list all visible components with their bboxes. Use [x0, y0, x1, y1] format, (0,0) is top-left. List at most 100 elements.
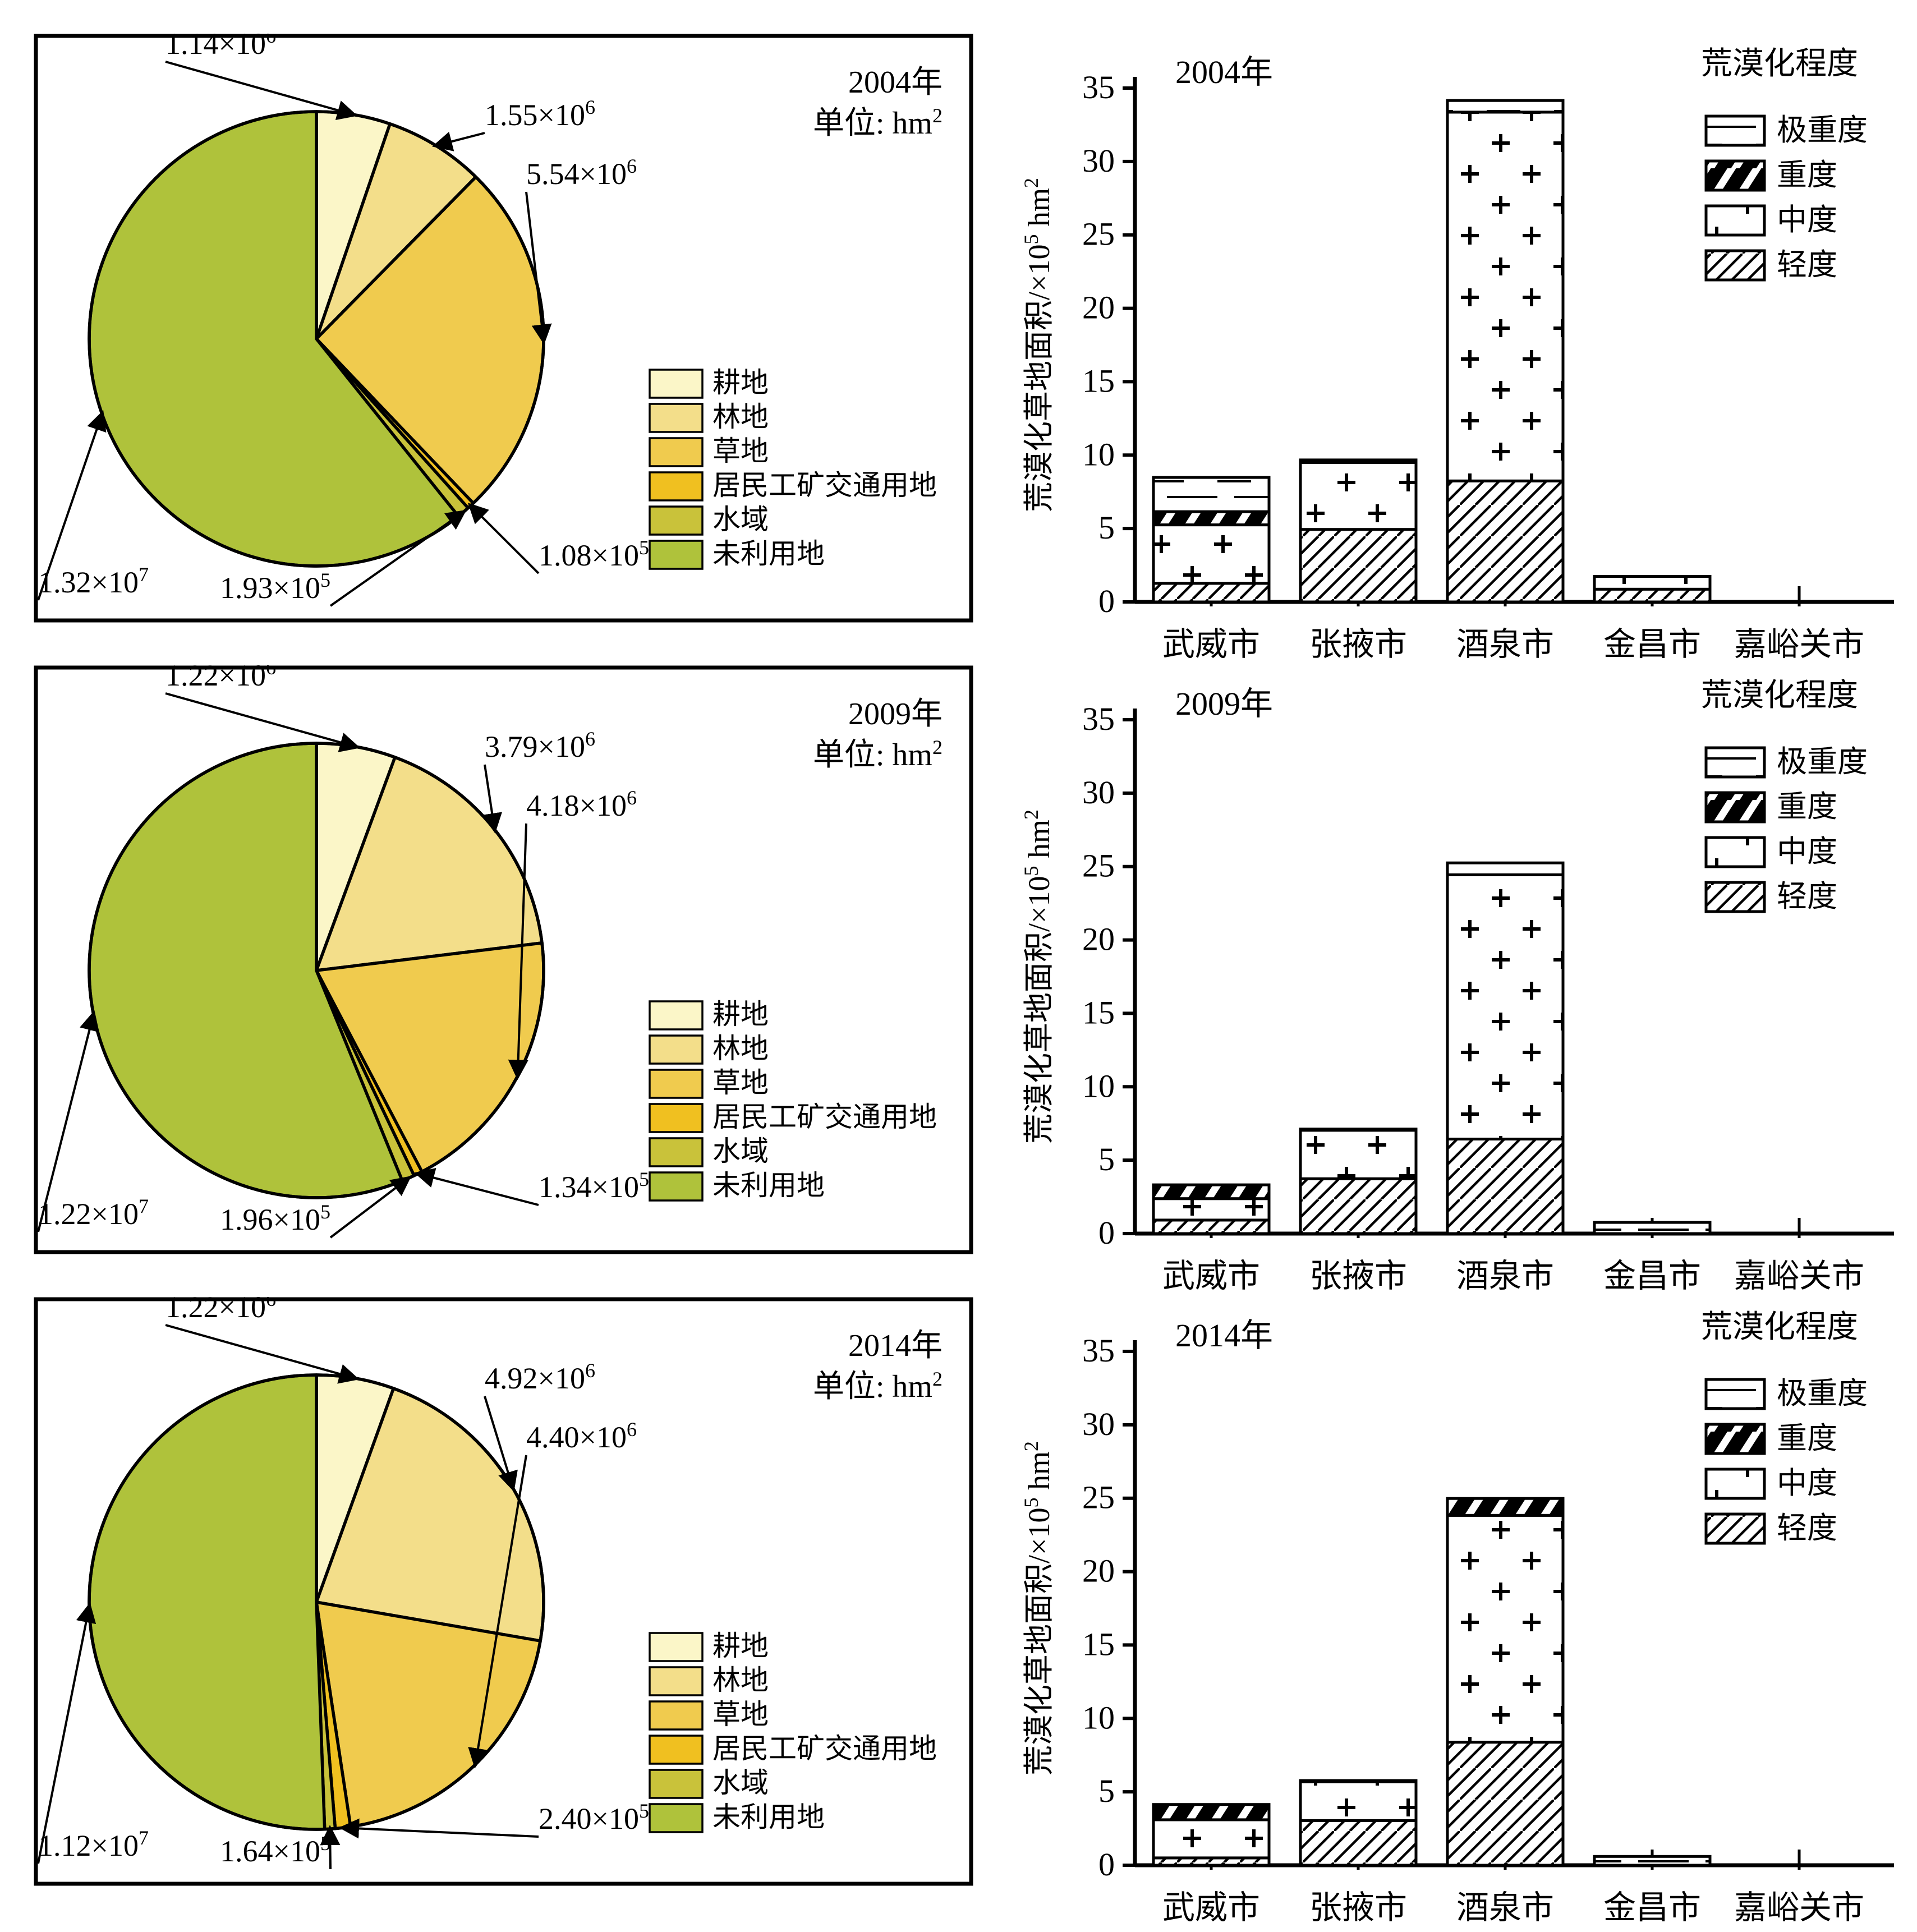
svg-text:武威市: 武威市 [1162, 1889, 1260, 1926]
svg-text:嘉峪关市: 嘉峪关市 [1734, 1889, 1864, 1926]
svg-text:金昌市: 金昌市 [1603, 1889, 1701, 1926]
svg-text:15: 15 [1082, 994, 1115, 1031]
svg-text:2009年: 2009年 [1175, 686, 1273, 722]
svg-text:5: 5 [1098, 1773, 1115, 1809]
svg-text:35: 35 [1082, 1332, 1115, 1369]
svg-text:居民工矿交通用地: 居民工矿交通用地 [712, 1101, 937, 1133]
svg-text:1.32×107: 1.32×107 [38, 563, 149, 599]
svg-text:35: 35 [1082, 69, 1115, 105]
svg-text:水域: 水域 [712, 1135, 769, 1167]
svg-text:荒漠化程度: 荒漠化程度 [1701, 678, 1858, 713]
svg-text:武威市: 武威市 [1162, 1258, 1260, 1294]
svg-text:耕地: 耕地 [712, 999, 769, 1030]
svg-text:4.92×106: 4.92×106 [485, 1359, 595, 1395]
svg-text:30: 30 [1082, 1406, 1115, 1442]
svg-text:1.34×105: 1.34×105 [539, 1168, 649, 1204]
svg-text:张掖市: 张掖市 [1309, 1258, 1407, 1294]
svg-text:1.96×105: 1.96×105 [220, 1200, 330, 1236]
svg-text:单位: hm2: 单位: hm2 [813, 1368, 943, 1404]
svg-text:中度: 中度 [1777, 1466, 1837, 1500]
svg-text:20: 20 [1082, 921, 1115, 958]
svg-text:25: 25 [1082, 216, 1115, 252]
svg-text:武威市: 武威市 [1162, 626, 1260, 663]
svg-text:2014年: 2014年 [1175, 1317, 1273, 1354]
svg-text:草地: 草地 [712, 1699, 769, 1730]
svg-text:荒漠化程度: 荒漠化程度 [1701, 1310, 1858, 1345]
svg-text:5: 5 [1098, 1141, 1115, 1177]
svg-text:3.79×106: 3.79×106 [485, 728, 595, 763]
svg-text:2014年: 2014年 [848, 1328, 943, 1363]
svg-text:0: 0 [1098, 1215, 1115, 1251]
svg-text:轻度: 轻度 [1777, 248, 1837, 282]
svg-text:嘉峪关市: 嘉峪关市 [1734, 1258, 1864, 1294]
svg-text:2004年: 2004年 [848, 65, 943, 100]
svg-text:水域: 水域 [712, 1767, 769, 1798]
svg-text:荒漠化草地面积/×105 hm2: 荒漠化草地面积/×105 hm2 [1020, 1441, 1056, 1775]
svg-text:酒泉市: 酒泉市 [1456, 1889, 1554, 1926]
svg-text:1.08×105: 1.08×105 [539, 536, 649, 572]
svg-text:荒漠化程度: 荒漠化程度 [1701, 47, 1858, 81]
svg-text:耕地: 耕地 [712, 367, 769, 398]
svg-text:1.55×106: 1.55×106 [485, 96, 595, 132]
svg-text:荒漠化草地面积/×105 hm2: 荒漠化草地面积/×105 hm2 [1020, 809, 1056, 1144]
svg-text:10: 10 [1082, 1068, 1115, 1104]
svg-text:张掖市: 张掖市 [1309, 1889, 1407, 1926]
svg-text:单位: hm2: 单位: hm2 [813, 104, 943, 141]
svg-text:1.22×106: 1.22×106 [166, 665, 276, 692]
svg-text:1.22×106: 1.22×106 [166, 1297, 276, 1324]
svg-text:1.14×106: 1.14×106 [166, 34, 276, 61]
svg-text:轻度: 轻度 [1777, 1511, 1837, 1545]
svg-text:未利用地: 未利用地 [712, 538, 825, 569]
svg-text:嘉峪关市: 嘉峪关市 [1734, 626, 1864, 663]
svg-text:张掖市: 张掖市 [1309, 626, 1407, 663]
svg-text:草地: 草地 [712, 435, 769, 467]
svg-text:未利用地: 未利用地 [712, 1170, 825, 1201]
svg-text:20: 20 [1082, 289, 1115, 326]
svg-text:25: 25 [1082, 1479, 1115, 1516]
svg-text:林地: 林地 [712, 401, 769, 433]
svg-text:草地: 草地 [712, 1067, 769, 1098]
svg-text:4.18×106: 4.18×106 [526, 786, 637, 822]
svg-text:荒漠化草地面积/×105 hm2: 荒漠化草地面积/×105 hm2 [1020, 178, 1056, 512]
svg-text:极重度: 极重度 [1777, 113, 1868, 147]
svg-text:2004年: 2004年 [1175, 54, 1273, 90]
svg-text:1.64×105: 1.64×105 [220, 1832, 330, 1868]
svg-text:林地: 林地 [712, 1664, 769, 1696]
svg-text:2009年: 2009年 [848, 697, 943, 732]
svg-text:10: 10 [1082, 1699, 1115, 1736]
svg-text:居民工矿交通用地: 居民工矿交通用地 [712, 470, 937, 501]
svg-text:20: 20 [1082, 1553, 1115, 1589]
svg-text:酒泉市: 酒泉市 [1456, 1258, 1554, 1294]
svg-text:轻度: 轻度 [1777, 880, 1837, 913]
svg-text:极重度: 极重度 [1777, 745, 1868, 779]
svg-text:5: 5 [1098, 509, 1115, 546]
svg-text:35: 35 [1082, 701, 1115, 737]
svg-text:4.40×106: 4.40×106 [526, 1418, 637, 1454]
svg-text:10: 10 [1082, 436, 1115, 472]
svg-text:1.93×105: 1.93×105 [220, 569, 330, 605]
svg-text:中度: 中度 [1777, 835, 1837, 868]
svg-text:2.40×105: 2.40×105 [539, 1800, 649, 1836]
svg-text:酒泉市: 酒泉市 [1456, 626, 1554, 663]
svg-text:居民工矿交通用地: 居民工矿交通用地 [712, 1733, 937, 1764]
svg-text:15: 15 [1082, 362, 1115, 399]
svg-text:水域: 水域 [712, 504, 769, 535]
svg-text:金昌市: 金昌市 [1603, 626, 1701, 663]
svg-text:30: 30 [1082, 774, 1115, 811]
svg-text:重度: 重度 [1777, 790, 1837, 824]
svg-text:单位: hm2: 单位: hm2 [813, 736, 943, 772]
svg-text:15: 15 [1082, 1626, 1115, 1662]
svg-text:重度: 重度 [1777, 1422, 1837, 1455]
svg-text:1.12×107: 1.12×107 [38, 1827, 149, 1862]
svg-text:未利用地: 未利用地 [712, 1801, 825, 1833]
svg-text:30: 30 [1082, 142, 1115, 179]
svg-text:金昌市: 金昌市 [1603, 1258, 1701, 1294]
svg-text:5.54×106: 5.54×106 [526, 155, 637, 191]
svg-text:中度: 中度 [1777, 203, 1837, 237]
svg-text:0: 0 [1098, 1846, 1115, 1883]
svg-text:耕地: 耕地 [712, 1630, 769, 1662]
svg-text:1.22×107: 1.22×107 [38, 1195, 149, 1231]
svg-text:极重度: 极重度 [1777, 1377, 1868, 1410]
svg-text:0: 0 [1098, 583, 1115, 619]
svg-text:25: 25 [1082, 848, 1115, 884]
